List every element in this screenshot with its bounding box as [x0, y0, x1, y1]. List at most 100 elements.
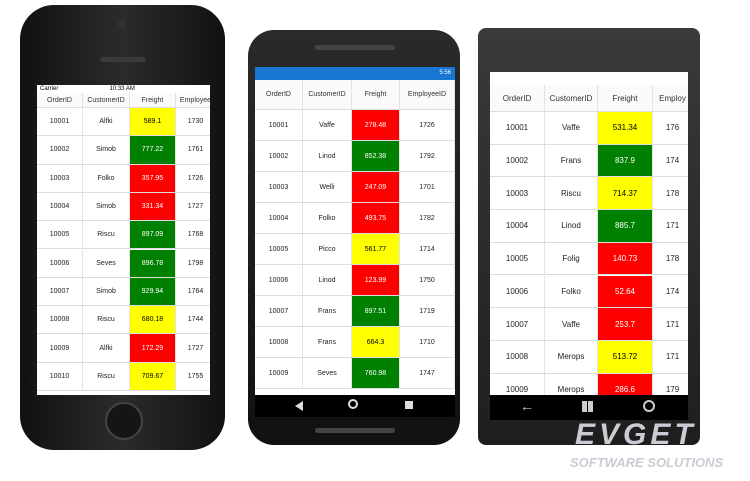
cell: Welli: [303, 172, 352, 202]
cell: 1744: [176, 306, 210, 333]
cell: Riscu: [83, 221, 130, 249]
screen: Carrier 10:33 AM OrderID CustomerID Freight E…: [37, 85, 210, 395]
windows-button[interactable]: [582, 401, 593, 412]
cell: 1755: [176, 363, 210, 390]
cell: 10005: [490, 242, 545, 275]
freight-cell: 247.09: [352, 172, 400, 202]
column-header[interactable]: Freight: [598, 85, 653, 111]
cell: 1730: [176, 108, 210, 135]
freight-cell: 357.95: [130, 164, 176, 192]
cell: Seves: [303, 358, 352, 388]
cell: Simob: [83, 192, 130, 221]
data-row: 10007 Simob 929.94 1764: [37, 277, 210, 307]
freight-cell: 589.1: [130, 108, 176, 136]
cell: Frans: [545, 144, 598, 177]
camera: [118, 20, 126, 28]
search-button[interactable]: [643, 400, 655, 412]
cell: Picco: [303, 234, 352, 264]
speaker: [100, 57, 146, 62]
data-row: 10005 Riscu 897.09 1768: [37, 221, 210, 250]
data-row: 10006 Seves 896.78 1798: [37, 249, 210, 278]
column-header[interactable]: CustomerID: [303, 80, 352, 109]
cell: Alfki: [83, 108, 130, 136]
cell: 174: [653, 276, 688, 308]
freight-cell: 278.48: [352, 110, 400, 140]
cell: 10001: [37, 108, 83, 136]
column-header[interactable]: OrderID: [255, 80, 303, 109]
cell: 1727: [176, 193, 210, 220]
cell: Folko: [545, 275, 598, 308]
column-header[interactable]: OrderID: [37, 93, 83, 107]
column-header[interactable]: Freight: [352, 80, 400, 109]
cell: Vaffe: [545, 112, 598, 144]
data-row: 10001 Vaffe 278.48 1726: [255, 110, 455, 141]
freight-cell: 680.18: [130, 306, 176, 334]
status-bar: 5:56: [255, 67, 455, 80]
column-header[interactable]: CustomerID: [83, 93, 130, 107]
freight-cell: 897.51: [352, 296, 400, 326]
freight-cell: 172.29: [130, 334, 176, 362]
data-row: 10002 Frans 837.9 174: [490, 144, 688, 178]
data-row: 10003 Welli 247.09 1701: [255, 172, 455, 203]
cell: 171: [653, 341, 688, 373]
cell: Linod: [545, 210, 598, 242]
cell: 1792: [400, 141, 455, 171]
data-row: 10007 Vaffe 253.7 171: [490, 308, 688, 341]
column-header[interactable]: Employee: [176, 93, 210, 107]
cell: 10007: [490, 308, 545, 340]
cell: 10006: [255, 265, 303, 295]
cell: 10004: [490, 210, 545, 242]
recents-button[interactable]: [405, 401, 413, 409]
data-row: 10009 Alfki 172.29 1727: [37, 334, 210, 363]
cell: 174: [653, 145, 688, 177]
cell: 1726: [176, 165, 210, 192]
cell: 10009: [37, 334, 83, 362]
column-header[interactable]: Employ: [653, 85, 688, 111]
cell: Merops: [545, 340, 598, 373]
watermark-subtitle: SOFTWARE SOLUTIONS: [570, 455, 724, 470]
freight-cell: 852.38: [352, 141, 400, 171]
column-header[interactable]: OrderID: [490, 85, 545, 111]
back-button[interactable]: ←: [520, 398, 534, 414]
home-button[interactable]: [348, 399, 358, 409]
cell: 10010: [37, 362, 83, 390]
cell: 10009: [490, 373, 545, 395]
screen: 5:56 OrderID CustomerID Freight EmployeeID 10…: [255, 67, 455, 395]
cell: 1761: [176, 136, 210, 163]
cell: 10003: [37, 164, 83, 192]
cell: 1726: [400, 110, 455, 140]
cell: 10002: [490, 144, 545, 177]
cell: 10004: [37, 192, 83, 221]
column-header[interactable]: EmployeeID: [400, 80, 455, 109]
cell: 10004: [255, 203, 303, 233]
screen: OrderID CustomerID Freight Employ 10001 Vaffe…: [490, 72, 688, 395]
data-row: 10008 Frans 664.3 1710: [255, 327, 455, 358]
cell: Vaffe: [545, 308, 598, 340]
freight-cell: 709.67: [130, 362, 176, 390]
cell: Simob: [83, 136, 130, 164]
cell: Linod: [303, 141, 352, 171]
freight-cell: 331.34: [130, 192, 176, 221]
column-header[interactable]: CustomerID: [545, 85, 598, 111]
freight-cell: 896.78: [130, 249, 176, 277]
back-button[interactable]: [295, 401, 303, 411]
data-row: 10002 Linod 852.38 1792: [255, 141, 455, 172]
cell: 10008: [37, 306, 83, 334]
data-row: 10005 Picco 561.77 1714: [255, 234, 455, 265]
header-row: OrderID CustomerID Freight Employ: [490, 85, 688, 112]
cell: Riscu: [545, 177, 598, 210]
data-row: 10004 Folko 493.75 1782: [255, 203, 455, 234]
data-row: 10008 Merops 513.72 171: [490, 340, 688, 374]
data-row: 10004 Simob 331.34 1727: [37, 192, 210, 222]
freight-cell: 664.3: [352, 327, 400, 357]
cell: Riscu: [83, 306, 130, 334]
home-button[interactable]: [105, 402, 143, 440]
cell: Linod: [303, 265, 352, 295]
cell: 10008: [255, 327, 303, 357]
cell: Merops: [545, 373, 598, 395]
cell: 1747: [400, 358, 455, 388]
cell: 10006: [490, 275, 545, 308]
column-header[interactable]: Freight: [130, 93, 176, 107]
freight-cell: 897.09: [130, 221, 176, 249]
freight-cell: 760.98: [352, 358, 400, 388]
